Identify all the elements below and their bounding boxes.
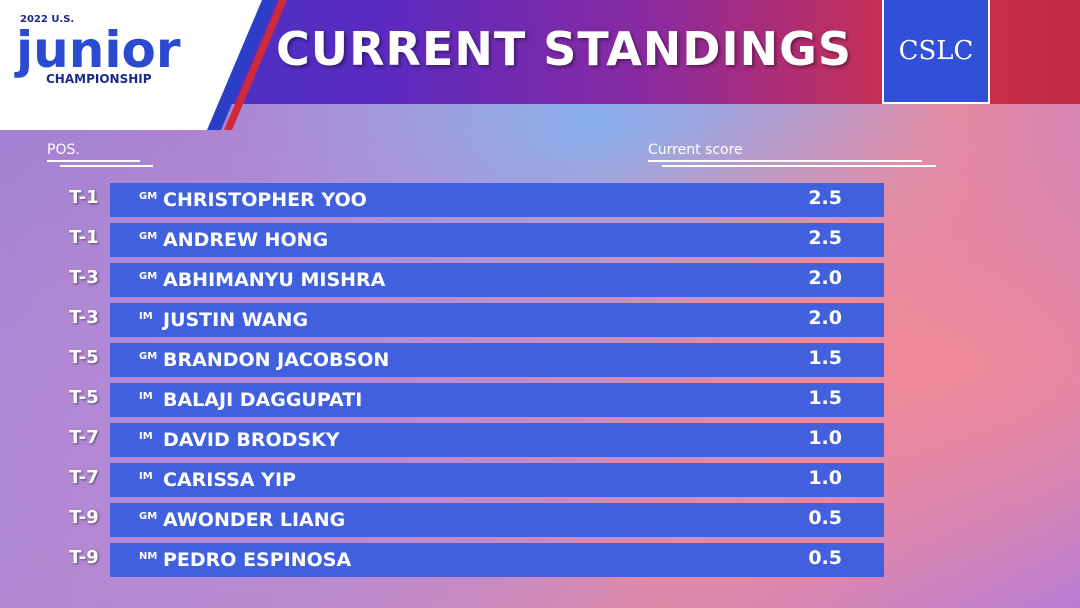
position: T-7: [69, 427, 99, 448]
score: 1.5: [808, 387, 842, 409]
row-bar: [110, 463, 884, 497]
player-title: GM: [139, 511, 158, 522]
position: T-1: [69, 227, 99, 248]
player-title: IM: [139, 471, 153, 482]
row-bar: [110, 543, 884, 577]
player-title: IM: [139, 391, 153, 402]
sponsor-logo: CSLC: [882, 0, 990, 104]
underline: [60, 165, 153, 167]
player-name: DAVID BRODSKY: [163, 429, 340, 451]
score: 1.0: [808, 467, 842, 489]
player-title: IM: [139, 311, 153, 322]
event-name: junior: [14, 21, 181, 79]
player-title: GM: [139, 231, 158, 242]
row-bar: [110, 503, 884, 537]
player-name: CARISSA YIP: [163, 469, 296, 491]
score: 2.5: [808, 187, 842, 209]
position: T-3: [69, 307, 99, 328]
score: 2.0: [808, 267, 842, 289]
position: T-5: [69, 387, 99, 408]
player-name: PEDRO ESPINOSA: [163, 549, 352, 571]
logo-panel: [0, 0, 270, 130]
position: T-5: [69, 347, 99, 368]
row-bar: [110, 263, 884, 297]
player-title: NM: [139, 551, 158, 562]
score: 0.5: [808, 547, 842, 569]
position: T-9: [69, 547, 99, 568]
player-name: CHRISTOPHER YOO: [163, 189, 367, 211]
title: CURRENT STANDINGS: [276, 22, 852, 76]
player-name: ABHIMANYU MISHRA: [163, 269, 386, 291]
column-header: POS.: [47, 142, 80, 158]
row-bar: [110, 303, 884, 337]
score: 1.0: [808, 427, 842, 449]
logo-stripe: [224, 0, 287, 130]
position: T-7: [69, 467, 99, 488]
underline: [662, 165, 936, 167]
row-bar: [110, 343, 884, 377]
player-title: GM: [139, 271, 158, 282]
underline: [47, 160, 140, 162]
score: 2.0: [808, 307, 842, 329]
logo-stripe: [207, 0, 276, 130]
underline: [648, 160, 922, 162]
player-name: AWONDER LIANG: [163, 509, 346, 531]
event-logo: 2022 U.S. junior CHAMPIONSHIP: [0, 0, 287, 130]
row-bar: [110, 383, 884, 417]
player-title: IM: [139, 431, 153, 442]
position: T-1: [69, 187, 99, 208]
player-name: JUSTIN WANG: [163, 309, 309, 331]
player-title: GM: [139, 351, 158, 362]
player-name: ANDREW HONG: [163, 229, 329, 251]
position: T-9: [69, 507, 99, 528]
player-title: GM: [139, 191, 158, 202]
position: T-3: [69, 267, 99, 288]
column-header: Current score: [648, 142, 743, 158]
event-year: 2022 U.S.: [20, 14, 74, 25]
row-bar: [110, 223, 884, 257]
row-bar: [110, 183, 884, 217]
score: 0.5: [808, 507, 842, 529]
score: 1.5: [808, 347, 842, 369]
player-name: BALAJI DAGGUPATI: [163, 389, 363, 411]
score: 2.5: [808, 227, 842, 249]
row-bar: [110, 423, 884, 457]
event-sub: CHAMPIONSHIP: [46, 72, 152, 86]
player-name: BRANDON JACOBSON: [163, 349, 390, 371]
